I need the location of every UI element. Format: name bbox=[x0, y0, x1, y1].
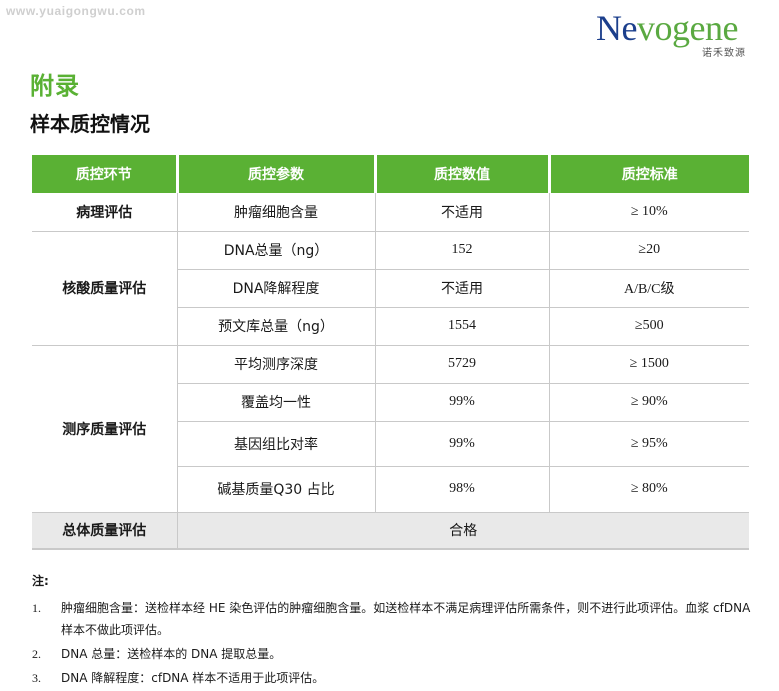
table-row: 核酸质量评估 DNA总量（ng） 152 ≥20 bbox=[32, 231, 749, 346]
table-row: 预文库总量（ng） 1554 ≥500 bbox=[32, 307, 749, 346]
notes: 注: 1. 肿瘤细胞含量：送检样本经 HE 染色评估的肿瘤细胞含量。如送检样本不… bbox=[32, 572, 752, 691]
category-sequencing: 测序质量评估 bbox=[32, 345, 178, 513]
note-item: 1. 肿瘤细胞含量：送检样本经 HE 染色评估的肿瘤细胞含量。如送检样本不满足病… bbox=[32, 597, 752, 641]
section-title: 样本质控情况 bbox=[30, 112, 150, 136]
table-row: 覆盖均一性 99% ≥ 90% bbox=[32, 383, 749, 422]
param-cell: DNA降解程度 bbox=[177, 269, 376, 308]
header-stage: 质控环节 bbox=[32, 155, 179, 193]
note-text: DNA 总量：送检样本的 DNA 提取总量。 bbox=[61, 647, 282, 661]
standard-cell: A/B/C级 bbox=[549, 269, 749, 308]
logo-word-tail: vogene bbox=[636, 8, 738, 48]
standard-cell: ≥ 1500 bbox=[549, 345, 749, 384]
category-overall: 总体质量评估 bbox=[32, 511, 178, 550]
standard-cell: ≥20 bbox=[549, 231, 749, 270]
standard-cell: ≥ 90% bbox=[549, 383, 749, 422]
standard-cell: ≥ 10% bbox=[549, 193, 749, 232]
category-pathology: 病理评估 bbox=[32, 193, 178, 232]
param-cell: DNA总量（ng） bbox=[177, 231, 376, 270]
watermark: www.yuaigongwu.com bbox=[6, 4, 146, 18]
logo-letter-e: e bbox=[621, 8, 638, 48]
value-cell: 99% bbox=[375, 383, 550, 422]
value-cell: 98% bbox=[375, 466, 550, 513]
note-item: 3. DNA 降解程度：cfDNA 样本不适用于此项评估。 bbox=[32, 667, 752, 689]
table-row: 测序质量评估 平均测序深度 5729 ≥ 1500 bbox=[32, 345, 749, 513]
table-header-row: 质控环节 质控参数 质控数值 质控标准 bbox=[32, 155, 749, 193]
table-row-overall: 总体质量评估 合格 bbox=[32, 511, 749, 550]
header-value: 质控数值 bbox=[373, 155, 551, 193]
header-param: 质控参数 bbox=[175, 155, 377, 193]
table-row: 病理评估 肿瘤细胞含量 不适用 ≥ 10% bbox=[32, 193, 749, 232]
note-number: 2. bbox=[32, 647, 41, 661]
note-item: 2. DNA 总量：送检样本的 DNA 提取总量。 bbox=[32, 643, 752, 665]
param-cell: 肿瘤细胞含量 bbox=[177, 193, 376, 232]
overall-result: 合格 bbox=[177, 511, 749, 550]
appendix-heading: 附录 bbox=[30, 72, 80, 100]
param-cell: 平均测序深度 bbox=[177, 345, 376, 384]
value-cell: 5729 bbox=[375, 345, 550, 384]
param-cell: 碱基质量Q30 占比 bbox=[177, 466, 376, 513]
param-cell: 基因组比对率 bbox=[177, 421, 376, 467]
qc-table: 质控环节 质控参数 质控数值 质控标准 病理评估 肿瘤细胞含量 不适用 ≥ 10… bbox=[32, 155, 749, 550]
value-cell: 不适用 bbox=[375, 193, 550, 232]
novogene-logo: Nevogene 诺禾致源 bbox=[596, 8, 756, 59]
note-number: 1. bbox=[32, 601, 41, 615]
value-cell: 不适用 bbox=[375, 269, 550, 308]
logo-letter-n: N bbox=[596, 8, 622, 48]
logo-chinese-name: 诺禾致源 bbox=[702, 48, 746, 59]
value-cell: 152 bbox=[375, 231, 550, 270]
standard-cell: ≥500 bbox=[549, 307, 749, 346]
table-row: 基因组比对率 99% ≥ 95% bbox=[32, 421, 749, 467]
value-cell: 1554 bbox=[375, 307, 550, 346]
param-cell: 预文库总量（ng） bbox=[177, 307, 376, 346]
standard-cell: ≥ 80% bbox=[549, 466, 749, 513]
note-text: DNA 降解程度：cfDNA 样本不适用于此项评估。 bbox=[61, 671, 325, 685]
value-cell: 99% bbox=[375, 421, 550, 467]
param-cell: 覆盖均一性 bbox=[177, 383, 376, 422]
logo-wordmark: Nevogene bbox=[596, 8, 738, 48]
note-number: 3. bbox=[32, 671, 41, 685]
table-row: 碱基质量Q30 占比 98% ≥ 80% bbox=[32, 466, 749, 513]
header-standard: 质控标准 bbox=[547, 155, 749, 193]
notes-title: 注: bbox=[32, 574, 49, 588]
note-text: 肿瘤细胞含量：送检样本经 HE 染色评估的肿瘤细胞含量。如送检样本不满足病理评估… bbox=[61, 601, 751, 637]
category-nucleic-acid: 核酸质量评估 bbox=[32, 231, 178, 346]
standard-cell: ≥ 95% bbox=[549, 421, 749, 467]
table-row: DNA降解程度 不适用 A/B/C级 bbox=[32, 269, 749, 308]
